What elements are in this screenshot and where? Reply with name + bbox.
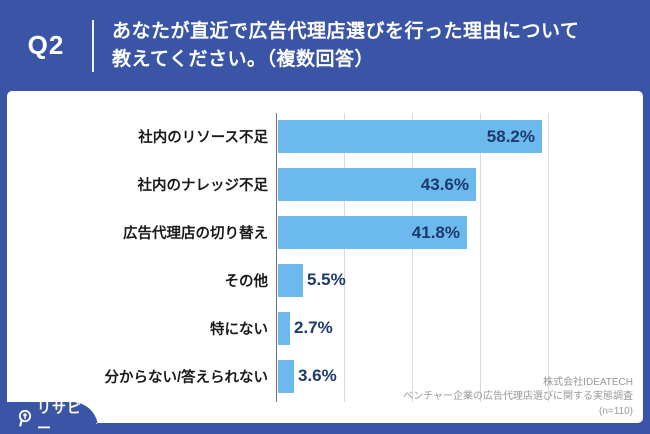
bar-chart: 社内のリソース不足 58.2% 社内のナレッジ不足 43.6% 広告代理店の切り替え 41… (7, 113, 643, 400)
attribution-survey: ベンチャー企業の広告代理店選びに関する実態調査 (403, 391, 633, 402)
value-label: 41.8% (411, 222, 460, 242)
bar-track: 41.8% (277, 216, 643, 250)
chart-row: 社内のリソース不足 58.2% (7, 113, 643, 161)
value-label: 43.6% (420, 174, 469, 194)
gridline (548, 113, 549, 402)
bar (278, 359, 294, 393)
question-header: Q2 あなたが直近で広告代理店選びを行った理由について 教えてください。（複数回… (0, 0, 650, 91)
attribution: 株式会社IDEATECH ベンチャー企業の広告代理店選びに関する実態調査 (n=… (403, 376, 633, 420)
chart-row: 広告代理店の切り替え 41.8% (7, 209, 643, 257)
magnifier-icon (17, 409, 32, 427)
category-label: その他 (224, 273, 269, 290)
value-label: 2.7% (294, 318, 333, 338)
question-title-line1: あなたが直近で広告代理店選びを行った理由について (112, 20, 580, 42)
gridline (344, 113, 345, 402)
bar-track: 58.2% (277, 120, 643, 154)
bar (278, 263, 303, 297)
bar: 41.8% (278, 216, 467, 250)
bar-track: 3.6% (277, 359, 643, 393)
question-title-line2: 教えてください。（複数回答） (112, 48, 374, 70)
bar: 58.2% (278, 120, 542, 154)
bar-track: 43.6% (277, 168, 643, 202)
chart-row: 分からない/答えられない 3.6% (7, 352, 643, 400)
attribution-company: 株式会社IDEATECH (543, 376, 633, 388)
question-title: あなたが直近で広告代理店選びを行った理由について 教えてください。（複数回答） (112, 18, 579, 74)
category-label: 特にない (210, 321, 268, 338)
bar-track: 2.7% (277, 311, 643, 345)
gridline (480, 113, 481, 402)
chart-axis-line (276, 113, 277, 402)
chart-row: 社内のナレッジ不足 43.6% (7, 161, 643, 209)
chart-row: その他 5.5% (7, 256, 643, 304)
chart-row: 特にない 2.7% (7, 304, 643, 352)
gridline (412, 113, 413, 402)
bar: 43.6% (278, 168, 476, 202)
category-label: 分からない/答えられない (104, 369, 268, 386)
attribution-sample: (n=110) (598, 405, 633, 417)
bar (278, 311, 290, 345)
header-divider (92, 20, 94, 72)
category-label: 社内のナレッジ不足 (137, 178, 269, 195)
chart-panel: 社内のリソース不足 58.2% 社内のナレッジ不足 43.6% 広告代理店の切り替え 41… (7, 91, 643, 423)
category-label: 広告代理店の切り替え (123, 226, 268, 243)
brand-logo-mark: . (95, 416, 98, 426)
brand-logo: リサピー . (0, 400, 98, 434)
value-label: 3.6% (298, 366, 337, 386)
category-label: 社内のリソース不足 (138, 130, 268, 147)
value-label: 5.5% (307, 270, 346, 290)
brand-logo-text: リサピー (37, 400, 82, 434)
question-number: Q2 (27, 30, 65, 60)
value-label: 58.2% (486, 126, 535, 146)
bar-track: 5.5% (277, 263, 643, 297)
